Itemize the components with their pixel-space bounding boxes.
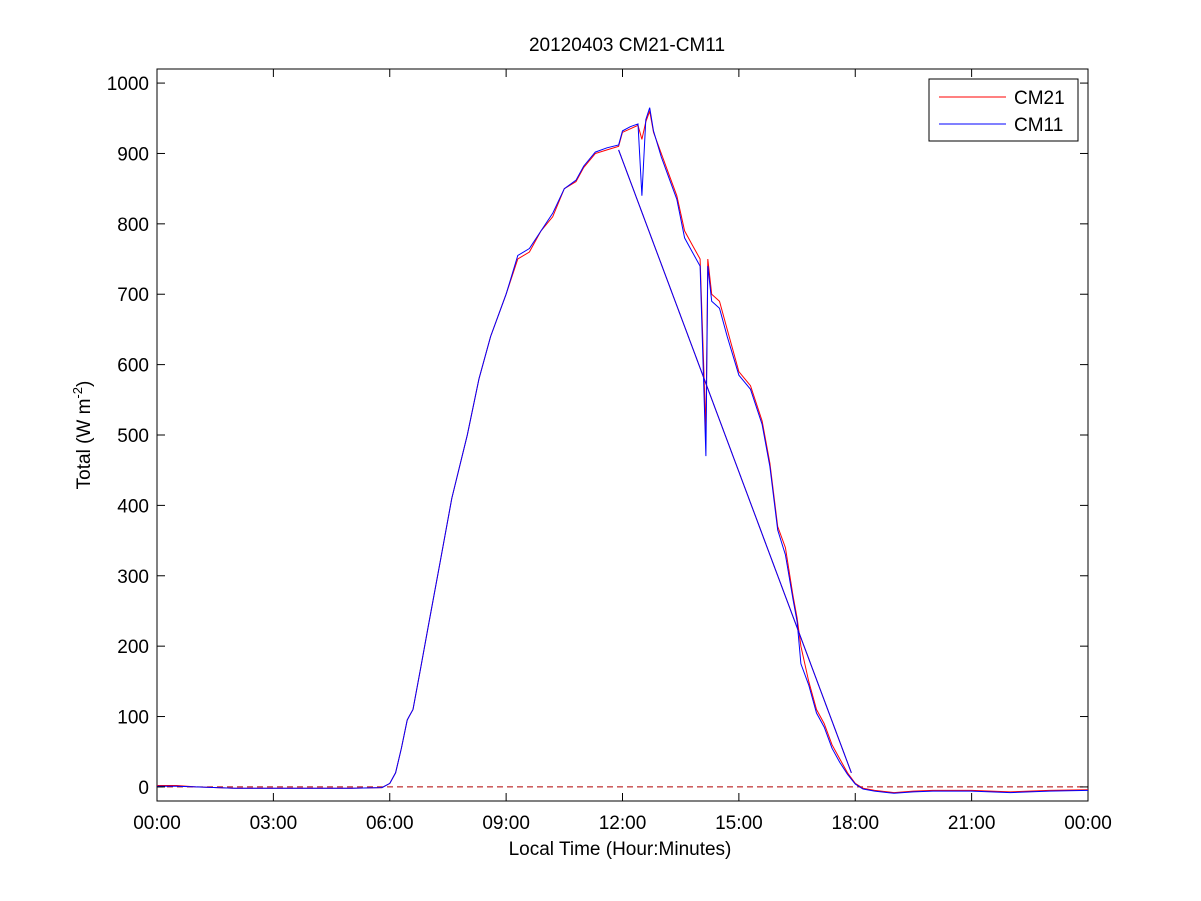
x-tick-label: 00:00 xyxy=(1064,813,1112,834)
x-tick-label: 09:00 xyxy=(482,813,530,834)
y-tick-label: 200 xyxy=(117,637,149,658)
series-line-cm11 xyxy=(157,107,1089,794)
y-tick-label: 600 xyxy=(117,356,149,377)
x-tick-label: 15:00 xyxy=(715,813,763,834)
axes-box xyxy=(156,68,1089,802)
y-tick-label: 0 xyxy=(138,778,149,799)
y-axis-label: Total (W m-2) xyxy=(70,381,95,490)
x-axis-label: Local Time (Hour:Minutes) xyxy=(509,839,732,860)
series-diagonal-cm11 xyxy=(618,149,852,774)
series-group xyxy=(157,107,1089,794)
y-tick-label: 400 xyxy=(117,496,149,517)
x-tick-label: 18:00 xyxy=(831,813,879,834)
y-tick-label: 1000 xyxy=(107,74,149,95)
y-tick-label: 900 xyxy=(117,144,149,165)
y-axis-label-main: Total (W m xyxy=(74,399,95,490)
legend: CM21 CM11 xyxy=(928,78,1079,142)
legend-label-cm11: CM11 xyxy=(1014,115,1063,136)
x-tick-label: 06:00 xyxy=(366,813,414,834)
y-tick-label: 300 xyxy=(117,567,149,588)
x-tick-label: 12:00 xyxy=(599,813,647,834)
plot-area: 00:00 03:00 06:00 09:00 12:00 15:00 18:00 21:00… xyxy=(107,68,1112,834)
y-axis-label-close: ) xyxy=(74,381,95,387)
y-axis-label-sup: -2 xyxy=(70,387,85,399)
ticks-group: 00:00 03:00 06:00 09:00 12:00 15:00 18:00 21:00… xyxy=(107,69,1112,834)
y-tick-label: 100 xyxy=(117,708,149,729)
legend-box xyxy=(928,78,1079,142)
y-tick-label: 800 xyxy=(117,215,149,236)
chart-title: 20120403 CM21-CM11 xyxy=(529,35,725,56)
y-tick-label: 500 xyxy=(117,426,149,447)
legend-label-cm21: CM21 xyxy=(1014,88,1065,109)
x-tick-label: 00:00 xyxy=(133,813,181,834)
y-tick-label: 700 xyxy=(117,285,149,306)
x-tick-label: 03:00 xyxy=(250,813,298,834)
x-tick-label: 21:00 xyxy=(948,813,996,834)
